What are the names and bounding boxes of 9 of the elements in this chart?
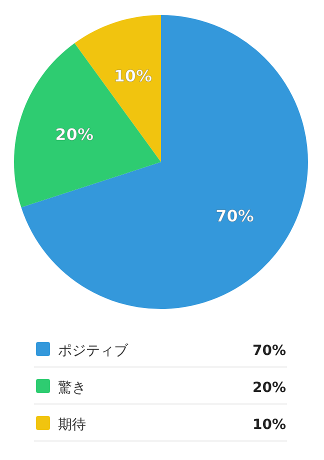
data-label: 20% xyxy=(55,124,94,144)
legend-label: 期待 xyxy=(58,417,86,433)
text: 70% xyxy=(252,343,286,359)
data-label: 10% xyxy=(114,66,152,86)
data-label: 70% xyxy=(216,206,254,226)
text: 20% xyxy=(252,380,286,396)
legend-label: ポジティブ xyxy=(58,343,129,359)
text: 10% xyxy=(252,417,286,433)
legend-label: 驚き xyxy=(58,380,86,396)
